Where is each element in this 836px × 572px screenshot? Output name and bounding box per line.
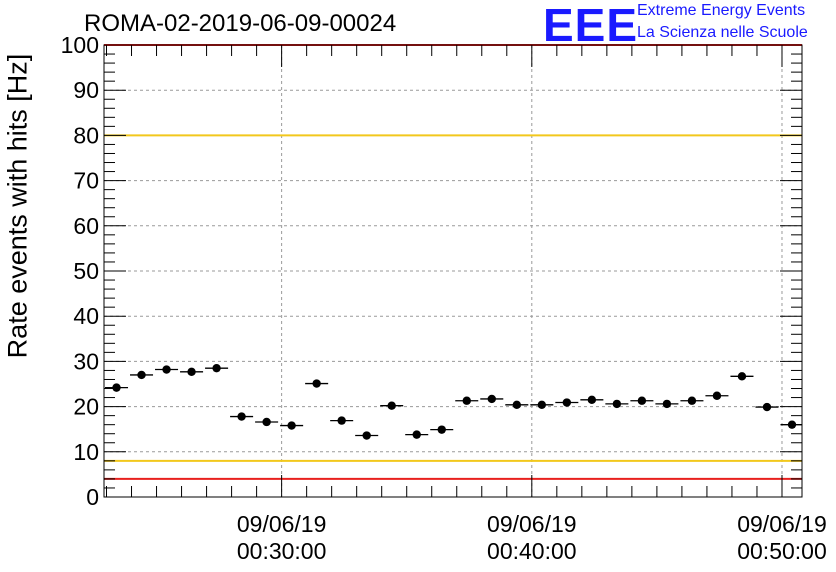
y-tick-label: 10 xyxy=(73,439,99,465)
data-point xyxy=(512,400,521,409)
y-tick-label: 100 xyxy=(61,32,99,58)
y-tick-label: 80 xyxy=(73,122,99,148)
data-point xyxy=(137,370,146,380)
data-point xyxy=(687,396,697,405)
data-point xyxy=(712,391,722,400)
data-point xyxy=(262,417,271,427)
data-point xyxy=(387,401,396,410)
data-point xyxy=(537,400,547,409)
data-point xyxy=(762,402,772,412)
y-tick-label: 50 xyxy=(73,258,99,284)
x-tick-time-label: 00:30:00 xyxy=(237,538,327,564)
x-tick-time-label: 00:50:00 xyxy=(737,538,827,564)
y-tick-label: 90 xyxy=(73,77,99,103)
reference-lines xyxy=(104,44,802,480)
x-tick-date-label: 09/06/19 xyxy=(487,511,577,537)
data-point xyxy=(412,430,421,439)
data-point xyxy=(487,394,496,404)
data-point xyxy=(112,383,121,392)
data-point xyxy=(562,398,572,407)
data-point xyxy=(662,399,672,409)
data-point xyxy=(462,396,471,405)
y-tick-label: 60 xyxy=(73,213,99,239)
data-point xyxy=(737,372,747,381)
data-point xyxy=(237,412,246,421)
axis-ticks xyxy=(104,44,802,498)
logo-subtitle-line-1: Extreme Energy Events xyxy=(637,2,806,19)
chart-title: ROMA-02-2019-06-09-00024 xyxy=(84,10,397,37)
y-tick-label: 20 xyxy=(73,394,99,420)
data-point xyxy=(212,363,221,373)
logo-subtitle-line-2: La Scienza nelle Scuole xyxy=(637,24,808,41)
data-point xyxy=(362,431,371,440)
data-series xyxy=(105,363,802,440)
y-tick-label: 30 xyxy=(73,348,99,374)
y-tick-label: 70 xyxy=(73,168,99,194)
data-point xyxy=(162,365,171,374)
data-point xyxy=(312,379,321,388)
x-tick-date-label: 09/06/19 xyxy=(237,511,327,537)
data-point xyxy=(612,399,622,409)
data-point xyxy=(187,367,196,376)
data-point xyxy=(287,421,296,430)
data-point xyxy=(587,395,597,405)
x-tick-time-label: 00:40:00 xyxy=(487,538,577,564)
y-tick-label: 0 xyxy=(86,484,99,510)
y-axis-label: Rate events with hits [Hz] xyxy=(2,53,33,359)
x-tick-date-label: 09/06/19 xyxy=(737,511,827,537)
tick-labels: 010203040506070809010009/06/1900:30:0009… xyxy=(61,32,827,564)
data-point xyxy=(437,425,446,434)
data-point xyxy=(637,396,647,405)
eee-logo: EEE xyxy=(543,0,639,51)
data-point xyxy=(337,416,346,425)
y-tick-label: 40 xyxy=(73,303,99,329)
